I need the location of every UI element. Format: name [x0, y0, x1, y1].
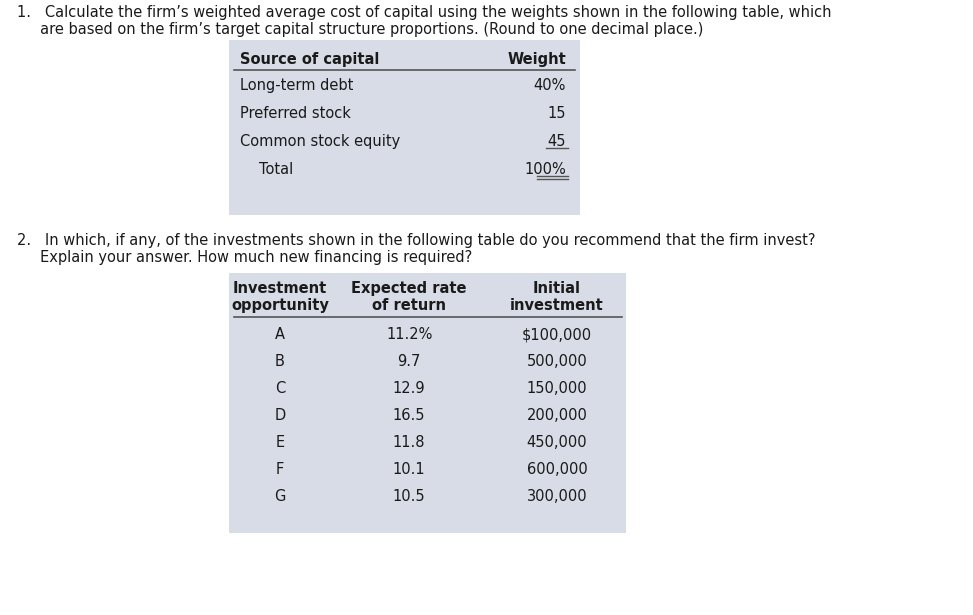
- Text: 12.9: 12.9: [393, 381, 425, 396]
- Text: A: A: [274, 327, 285, 342]
- Text: 9.7: 9.7: [397, 354, 421, 369]
- Text: $100,000: $100,000: [522, 327, 592, 342]
- Text: 45: 45: [548, 134, 566, 149]
- Text: 2.   In which, if any, of the investments shown in the following table do you re: 2. In which, if any, of the investments …: [17, 233, 815, 248]
- Text: 40%: 40%: [534, 78, 566, 93]
- Text: Initial
investment: Initial investment: [510, 281, 604, 314]
- Text: Expected rate
of return: Expected rate of return: [351, 281, 467, 314]
- Text: 200,000: 200,000: [526, 408, 588, 423]
- Text: 600,000: 600,000: [526, 462, 588, 477]
- Text: 100%: 100%: [524, 162, 566, 177]
- FancyBboxPatch shape: [229, 40, 580, 215]
- Text: Preferred stock: Preferred stock: [240, 106, 351, 121]
- Text: C: C: [274, 381, 285, 396]
- Text: 500,000: 500,000: [526, 354, 588, 369]
- Text: Total: Total: [259, 162, 293, 177]
- Text: 1.   Calculate the firm’s weighted average cost of capital using the weights sho: 1. Calculate the firm’s weighted average…: [17, 5, 831, 20]
- Text: 300,000: 300,000: [526, 489, 588, 504]
- Text: Explain your answer. How much new financing is required?: Explain your answer. How much new financ…: [17, 250, 472, 265]
- Text: 16.5: 16.5: [393, 408, 425, 423]
- Text: 10.5: 10.5: [393, 489, 425, 504]
- Text: E: E: [275, 435, 284, 450]
- Text: Common stock equity: Common stock equity: [240, 134, 400, 149]
- Text: 15: 15: [548, 106, 566, 121]
- Text: G: G: [274, 489, 285, 504]
- Text: Weight: Weight: [507, 52, 566, 67]
- Text: 10.1: 10.1: [393, 462, 425, 477]
- Text: B: B: [275, 354, 285, 369]
- Text: Source of capital: Source of capital: [240, 52, 379, 67]
- FancyBboxPatch shape: [229, 273, 627, 533]
- Text: 11.8: 11.8: [393, 435, 425, 450]
- Text: 11.2%: 11.2%: [386, 327, 432, 342]
- Text: 450,000: 450,000: [526, 435, 588, 450]
- Text: 150,000: 150,000: [526, 381, 588, 396]
- Text: D: D: [274, 408, 285, 423]
- Text: Investment
opportunity: Investment opportunity: [231, 281, 329, 314]
- Text: F: F: [275, 462, 284, 477]
- Text: are based on the firm’s target capital structure proportions. (Round to one deci: are based on the firm’s target capital s…: [17, 22, 703, 37]
- Text: Long-term debt: Long-term debt: [240, 78, 353, 93]
